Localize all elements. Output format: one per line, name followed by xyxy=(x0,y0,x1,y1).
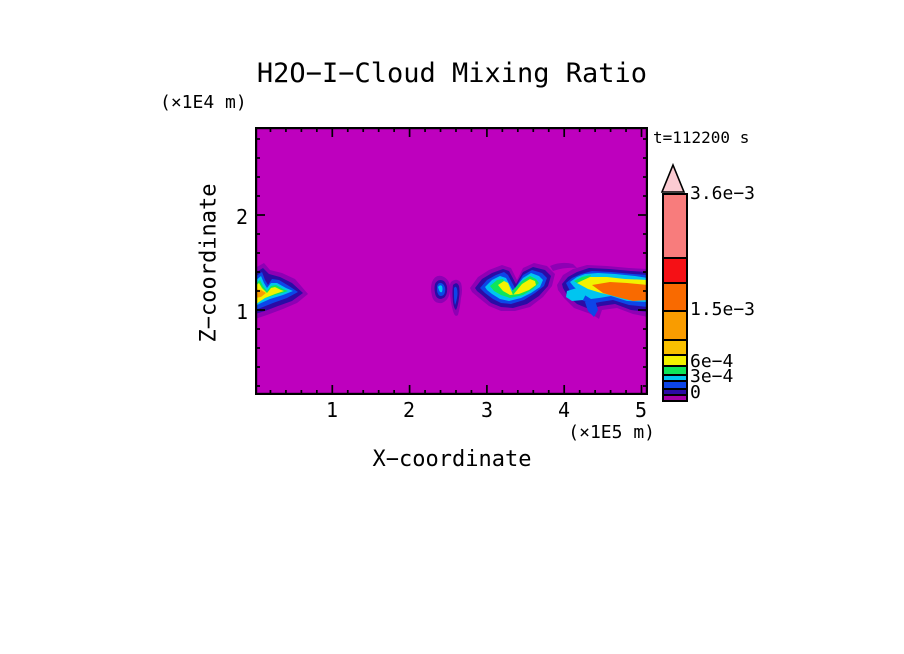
x-tick-label-5: 5 xyxy=(634,398,648,422)
colorbar-label-1.5e-3: 1.5e−3 xyxy=(690,299,756,320)
cloud-left-yellow xyxy=(255,283,284,305)
cloud-small-a-cyan-core xyxy=(438,285,443,293)
cloud-right xyxy=(557,265,648,319)
cloud-central-wisp-purple xyxy=(550,262,577,271)
chart-title: H2O−I−Cloud Mixing Ratio xyxy=(256,58,648,89)
cloud-small-pair xyxy=(431,275,462,316)
cloud-right-blue-tail xyxy=(585,300,598,317)
colorbar-overflow-arrow xyxy=(660,163,686,193)
cloud-right-orange-core xyxy=(592,282,648,301)
cloud-central-yellow-core xyxy=(498,279,536,295)
colorbar-seg-pink xyxy=(664,195,686,257)
plot-frame xyxy=(254,126,649,396)
colorbar-seg-blue xyxy=(664,380,686,388)
plot-area xyxy=(254,126,649,396)
x-tick-label-3: 3 xyxy=(480,398,494,422)
colorbar-label-3e-4: 3e−4 xyxy=(690,366,734,387)
cloud-right-cyan-lower-patch xyxy=(566,288,587,301)
colorbar-seg-orange xyxy=(664,310,686,339)
x-axis-title: X−coordinate xyxy=(372,447,532,472)
x-axis-unit-label: (×1E5 m) xyxy=(568,422,655,443)
colorbar-label-6e-4: 6e−4 xyxy=(690,351,734,372)
x-tick-label-4: 4 xyxy=(557,398,571,422)
z-tick-label-1: 1 xyxy=(235,300,248,324)
colorbar-label-0: 0 xyxy=(690,382,701,403)
time-stamp-label: t=112200 s xyxy=(653,128,750,147)
colorbar-seg-purple xyxy=(664,394,686,400)
colorbar-seg-cyan xyxy=(664,374,686,380)
colorbar-seg-dark-orange xyxy=(664,282,686,310)
z-axis-unit-label: (×1E4 m) xyxy=(160,92,247,113)
x-tick-label-2: 2 xyxy=(402,398,416,422)
colorbar-label-3.6e-3: 3.6e−3 xyxy=(690,183,756,204)
colorbar xyxy=(662,193,688,402)
plot-background xyxy=(255,127,648,395)
colorbar-seg-green xyxy=(664,365,686,374)
x-tick-label-1: 1 xyxy=(325,398,339,422)
cloud-small-b-blue-core xyxy=(454,286,458,305)
z-tick-label-2: 2 xyxy=(235,205,248,229)
colorbar-seg-navy xyxy=(664,388,686,394)
cloud-central xyxy=(470,262,577,311)
colorbar-seg-red xyxy=(664,257,686,282)
cloud-left xyxy=(255,263,308,319)
colorbar-seg-amber xyxy=(664,339,686,354)
contour-plot xyxy=(254,126,649,396)
colorbar-seg-yellow xyxy=(664,354,686,365)
